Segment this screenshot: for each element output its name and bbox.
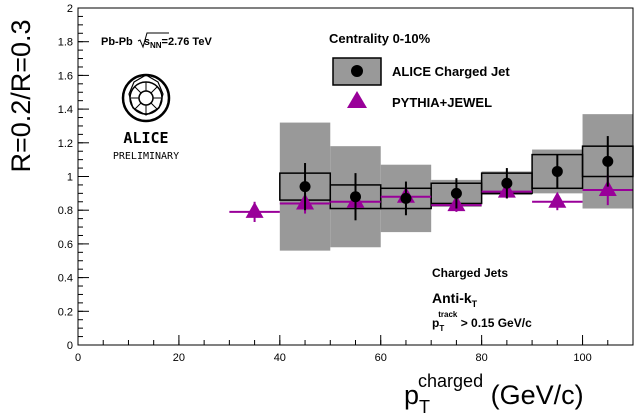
x-axis-title: pTcharged (GeV/c) (404, 371, 584, 416)
alice-marker (400, 192, 412, 204)
x-tick-label: 60 (375, 352, 387, 364)
annotation-algo-sub: T (472, 299, 478, 309)
alice-marker (450, 187, 462, 199)
y-tick-label: 2 (67, 3, 73, 15)
x-axis-title-main: p (404, 380, 419, 410)
legend: ALICE Charged Jet PYTHIA+JEWEL (332, 57, 510, 110)
x-axis-title-sup: charged (418, 371, 483, 391)
annotation-cut-main: p (432, 316, 439, 330)
x-axis-title-sub: T (419, 397, 430, 416)
alice-logo: ALICE PRELIMINARY (113, 73, 179, 162)
y-tick-label: 1.8 (58, 37, 73, 49)
annotation-algo: Anti-kT (432, 290, 478, 309)
alice-marker (501, 177, 513, 189)
annotation-cut-sup: track (438, 310, 458, 319)
alice-marker (350, 191, 361, 203)
x-tick-label: 0 (75, 352, 81, 364)
pythia-marker (245, 201, 264, 218)
centrality-label: Centrality 0-10% (329, 31, 431, 46)
x-tick-label: 20 (173, 352, 185, 364)
y-tick-label: 0.6 (58, 239, 73, 251)
system-label-sqrt: s (144, 36, 150, 48)
legend-alice-marker (351, 65, 363, 77)
axis-ticks: 00.20.40.60.811.21.41.61.820 20 40 60 80 100 (58, 3, 634, 364)
annotation-cut-sub: T (439, 324, 444, 333)
y-tick-label: 0 (67, 340, 73, 352)
y-tick-label: 0.4 (58, 273, 73, 285)
annotation-cut-rest: > 0.15 GeV/c (457, 316, 532, 330)
pythia-marker (548, 191, 567, 208)
x-tick-label: 100 (573, 352, 591, 364)
x-tick-label: 80 (476, 352, 488, 364)
y-tick-label: 1.4 (58, 104, 73, 116)
svg-text:ALICE: ALICE (123, 129, 168, 147)
y-tick-label: 1.2 (58, 138, 73, 150)
system-label-sub: NN (150, 41, 162, 50)
system-label-suffix: =2.76 TeV (162, 36, 213, 48)
alice-marker (551, 165, 563, 177)
alice-marker (602, 155, 614, 167)
x-axis-title-unit: (GeV/c) (483, 380, 584, 410)
annotation-cut: pTtrack > 0.15 GeV/c (432, 310, 532, 333)
alice-marker (299, 181, 311, 193)
y-tick-label: 1.6 (58, 70, 73, 82)
system-label-prefix: Pb-Pb (101, 36, 136, 48)
sqrt-sign (137, 32, 169, 49)
pythia-marker (598, 179, 617, 196)
y-axis-title: R=0.2/R=0.3 (6, 19, 36, 172)
y-tick-label: 0.8 (58, 205, 73, 217)
legend-pythia-marker (347, 91, 367, 108)
annotation-jets: Charged Jets (432, 266, 508, 280)
y-tick-label: 0.2 (58, 306, 73, 318)
x-tick-label: 40 (274, 352, 286, 364)
legend-alice-label: ALICE Charged Jet (392, 64, 510, 79)
y-tick-label: 1 (67, 172, 73, 184)
annotation-algo-main: Anti-k (432, 290, 472, 306)
legend-pythia-label: PYTHIA+JEWEL (392, 95, 492, 110)
system-label: Pb-Pb sNN=2.76 TeV (101, 36, 212, 50)
svg-text:PRELIMINARY: PRELIMINARY (113, 151, 179, 162)
data-points-layer (229, 136, 633, 222)
